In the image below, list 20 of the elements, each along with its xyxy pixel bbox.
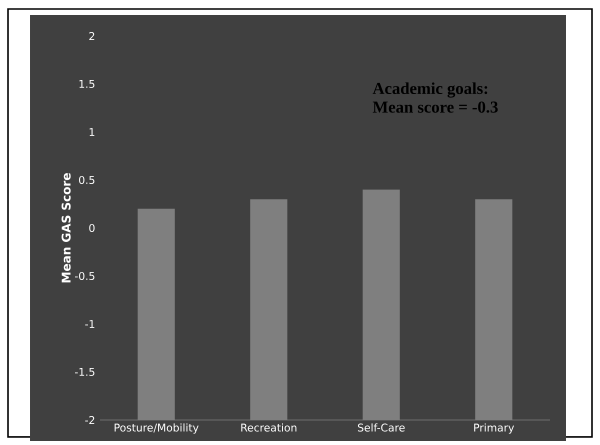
y-tick-label: 2: [89, 32, 94, 40]
bar: [362, 190, 400, 420]
y-tick-label: 1.5: [80, 80, 94, 88]
y-tick-label: -2: [85, 416, 94, 424]
annotation: Mean score = -0.3: [372, 101, 498, 113]
y-tick-label: -1: [85, 320, 94, 328]
x-tick-label: Self-Care: [358, 423, 405, 432]
y-tick-label: -0.5: [75, 272, 94, 280]
y-tick-label: 0.5: [79, 176, 94, 184]
x-tick-label: Primary: [474, 423, 514, 434]
y-tick-label: 0: [89, 224, 95, 232]
y-tick-label: 1: [90, 128, 94, 136]
bar: [138, 208, 175, 420]
bar: [475, 199, 512, 420]
x-tick-label: Recreation: [241, 423, 296, 432]
annotation: Academic goals:: [372, 82, 488, 98]
y-tick-label: -1.5: [75, 368, 94, 376]
bar: [250, 199, 288, 420]
y-axis-title: Mean GAS Score: [62, 173, 71, 282]
x-tick-label: Posture/Mobility: [114, 423, 199, 434]
